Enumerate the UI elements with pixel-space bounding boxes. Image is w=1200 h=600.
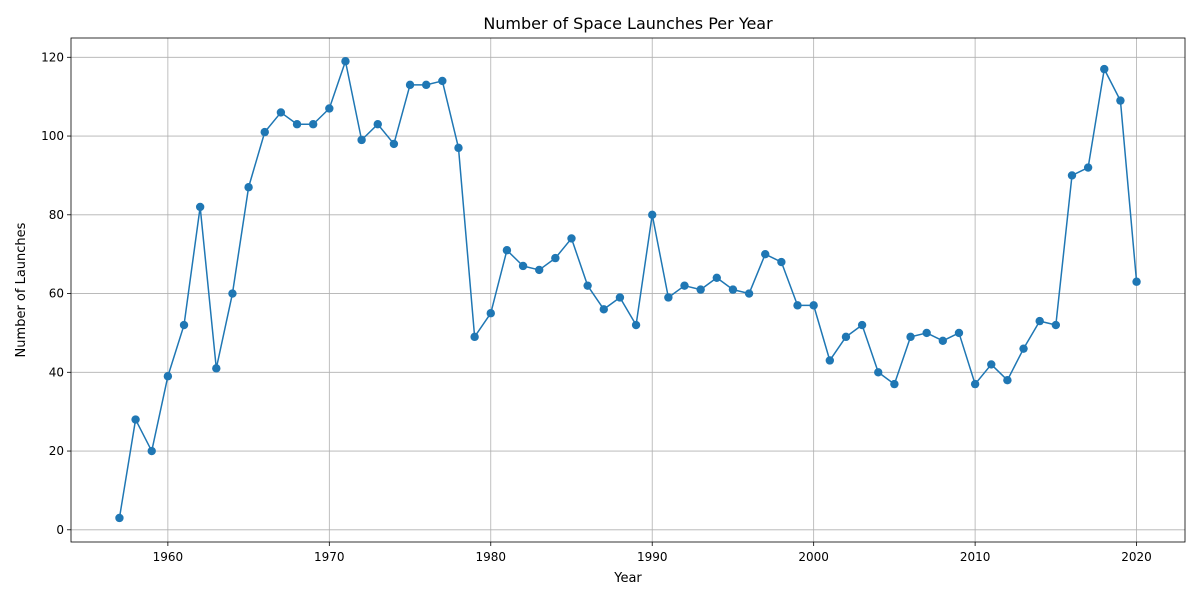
- data-point: [938, 336, 948, 345]
- data-point: [825, 356, 835, 365]
- data-point: [131, 415, 140, 424]
- x-tick-label: 1970: [314, 550, 345, 564]
- axis-ticks: 1960 1970 1980 1990 2000 2010 2020 0 20 40 60 80 100…: [41, 50, 1152, 564]
- data-point: [147, 446, 156, 456]
- data-point: [454, 143, 463, 153]
- data-point: [728, 285, 738, 294]
- data-point: [744, 289, 754, 298]
- data-point: [195, 202, 205, 212]
- data-point: [761, 249, 770, 259]
- y-tick-label: 100: [41, 129, 64, 143]
- data-point: [163, 372, 173, 381]
- data-point: [809, 301, 818, 310]
- data-point: [1067, 171, 1077, 180]
- data-point: [648, 210, 657, 219]
- data-point: [793, 301, 802, 310]
- data-point: [244, 183, 253, 192]
- data-point: [1132, 277, 1141, 286]
- data-point: [954, 328, 964, 338]
- data-point: [502, 246, 512, 255]
- data-point: [1003, 375, 1012, 385]
- y-tick-label: 0: [56, 523, 64, 537]
- data-point: [470, 332, 479, 342]
- x-tick-label: 1980: [475, 550, 506, 564]
- x-tick-label: 2020: [1121, 550, 1152, 564]
- y-axis-label: Number of Launches: [14, 222, 29, 357]
- data-point: [1051, 320, 1061, 330]
- data-point: [696, 285, 705, 294]
- y-tick-label: 60: [49, 287, 64, 301]
- data-point: [276, 108, 286, 117]
- chart-title: Number of Space Launches Per Year: [483, 14, 773, 33]
- data-point: [987, 360, 996, 369]
- data-point: [1035, 316, 1044, 326]
- data-point: [777, 257, 786, 267]
- y-tick-label: 40: [49, 365, 64, 379]
- data-point: [212, 364, 221, 373]
- data-point: [1100, 64, 1109, 74]
- data-point: [228, 289, 237, 298]
- data-point: [1083, 163, 1093, 172]
- x-tick-label: 2000: [798, 550, 829, 564]
- y-tick-label: 120: [41, 50, 64, 64]
- data-point: [551, 253, 560, 263]
- x-tick-label: 1960: [153, 550, 184, 564]
- data-point: [341, 57, 350, 66]
- y-tick-label: 80: [49, 208, 64, 222]
- data-point: [1019, 344, 1028, 353]
- data-point: [906, 332, 915, 342]
- plot-frame: [70, 37, 1186, 543]
- data-point: [373, 120, 382, 129]
- data-point: [179, 320, 189, 330]
- data-point: [308, 120, 318, 129]
- y-tick-label: 20: [49, 444, 64, 458]
- data-point: [486, 309, 495, 318]
- data-point: [680, 281, 689, 290]
- data-point: [664, 293, 673, 302]
- data-point: [389, 139, 399, 149]
- data-point: [357, 135, 366, 145]
- data-point: [922, 328, 931, 338]
- x-axis-label: Year: [613, 571, 642, 586]
- data-point: [615, 293, 625, 302]
- data-point: [518, 261, 528, 271]
- x-tick-label: 2010: [960, 550, 991, 564]
- data-point: [841, 332, 851, 342]
- data-point: [535, 265, 544, 275]
- data-point: [115, 513, 124, 523]
- data-point: [292, 120, 302, 129]
- grid: [71, 38, 1185, 542]
- data-point: [583, 281, 592, 290]
- data-point: [438, 76, 447, 86]
- data-point: [325, 104, 334, 113]
- data-point: [405, 80, 415, 90]
- data-point: [567, 234, 576, 243]
- data-point: [599, 305, 608, 314]
- data-point: [421, 80, 431, 90]
- data-point: [631, 320, 641, 330]
- series-line: [118, 60, 1138, 519]
- data-point: [857, 320, 867, 330]
- x-tick-label: 1990: [637, 550, 668, 564]
- data-point: [1116, 96, 1125, 105]
- data-point: [712, 273, 721, 282]
- data-point: [874, 368, 883, 377]
- data-point: [260, 127, 269, 137]
- data-point: [890, 379, 899, 389]
- series-layer: [115, 57, 1141, 523]
- data-point: [970, 379, 980, 389]
